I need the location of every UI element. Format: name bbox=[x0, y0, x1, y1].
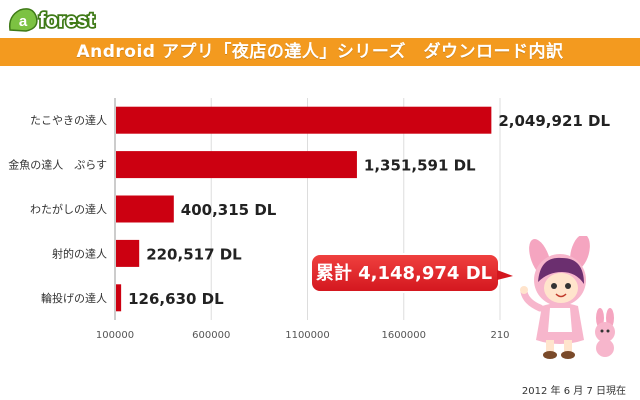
value-label: 220,517 DL bbox=[146, 245, 242, 263]
category-label: 輪投げの達人 bbox=[41, 291, 107, 305]
bar bbox=[116, 106, 492, 134]
category-label: わたがしの達人 bbox=[30, 202, 107, 216]
bar bbox=[116, 151, 357, 179]
x-tick-label: 1600000 bbox=[381, 330, 426, 341]
bars: たこやきの達人 2,049,921 DL 金魚の達人 ぷらす 1,351,591 DL… bbox=[8, 106, 610, 312]
value-label: 400,315 DL bbox=[181, 201, 277, 219]
title-bar: Android アプリ「夜店の達人」シリーズ ダウンロード内訳 bbox=[0, 38, 640, 66]
bar bbox=[116, 195, 174, 223]
x-axis-ticks: 100000 600000 1100000 1600000 210 bbox=[96, 330, 510, 341]
mascot-illustration bbox=[520, 236, 615, 359]
x-tick-label: 1100000 bbox=[285, 330, 330, 341]
total-downloads-badge: 累計 4,148,974 DL bbox=[309, 252, 515, 296]
forest-logo: a forest bbox=[8, 8, 97, 34]
bar bbox=[116, 284, 122, 312]
category-label: たこやきの達人 bbox=[30, 114, 107, 127]
as-of-date: 2012 年 6 月 7 日現在 bbox=[521, 386, 626, 397]
x-tick-label: 100000 bbox=[96, 330, 134, 341]
page-title: Android アプリ「夜店の達人」シリーズ ダウンロード内訳 bbox=[76, 42, 564, 62]
value-label: 126,630 DL bbox=[128, 290, 224, 308]
total-downloads-text: 累計 4,148,974 DL bbox=[315, 263, 493, 284]
x-tick-label: 600000 bbox=[192, 330, 230, 341]
value-label: 1,351,591 DL bbox=[364, 157, 476, 175]
x-tick-label: 210 bbox=[490, 330, 509, 341]
value-label: 2,049,921 DL bbox=[498, 112, 610, 130]
logo-text: forest bbox=[39, 10, 95, 32]
svg-text:a: a bbox=[19, 13, 28, 30]
category-label: 射的の達人 bbox=[52, 246, 107, 260]
bar-chart: たこやきの達人 2,049,921 DL 金魚の達人 ぷらす 1,351,591 DL… bbox=[8, 98, 610, 341]
bar bbox=[116, 239, 140, 267]
category-label: 金魚の達人 ぷらす bbox=[8, 158, 107, 172]
